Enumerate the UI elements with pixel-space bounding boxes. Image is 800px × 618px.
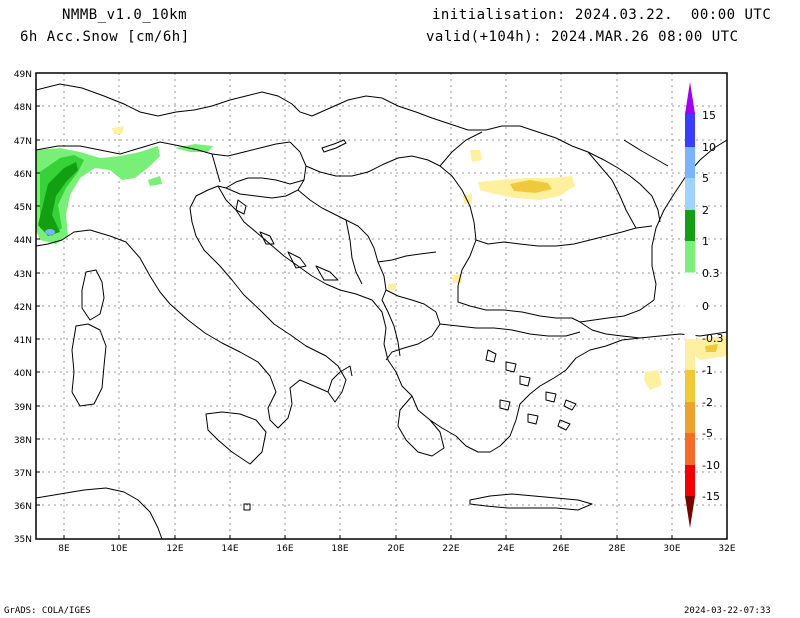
lon-label: 14E (221, 544, 238, 554)
colorbar: 15 10 5 2 1 0.3 0 -0.3 -1 -2 -5 -10 -15 (684, 82, 723, 528)
variable-title: 6h Acc.Snow [cm/6h] (20, 29, 190, 45)
colorbar-label: -15 (702, 490, 720, 503)
snow-alps (36, 126, 213, 244)
colorbar-swatch (684, 272, 696, 340)
colorbar-top-arrow (685, 82, 695, 114)
colorbar-swatch (685, 370, 695, 402)
colorbar-swatch (685, 210, 695, 241)
lat-label: 45N (14, 203, 32, 213)
lat-labels: 49N 48N 47N 46N 45N 44N 43N 42N 41N 40N … (14, 70, 32, 545)
lon-label: 8E (58, 544, 70, 554)
init-time: initialisation: 2024.03.22. 00:00 UTC (432, 7, 772, 23)
lat-label: 42N (14, 303, 32, 313)
lat-label: 39N (14, 403, 32, 413)
lon-label: 12E (166, 544, 183, 554)
lon-label: 10E (110, 544, 127, 554)
footer-timestamp: 2024-03-22-07:33 (684, 606, 771, 616)
model-name: NMMB_v1.0_10km (62, 7, 188, 23)
colorbar-bottom-arrow (685, 496, 695, 528)
lon-label: 30E (663, 544, 680, 554)
colorbar-label: 0 (702, 300, 709, 313)
lat-label: 48N (14, 103, 32, 113)
lat-label: 35N (14, 535, 32, 545)
lat-label: 43N (14, 270, 32, 280)
lon-labels: 8E 10E 12E 14E 16E 18E 20E 22E 24E 26E 2… (58, 544, 736, 554)
colorbar-label: 5 (702, 172, 709, 185)
lat-label: 46N (14, 170, 32, 180)
colorbar-swatch (685, 178, 695, 210)
gridlines (36, 73, 727, 539)
colorbar-swatch (685, 339, 695, 370)
snow-peak-blue (45, 229, 55, 235)
lon-label: 24E (497, 544, 514, 554)
colorbar-label: -5 (702, 427, 713, 440)
colorbar-label: -10 (702, 459, 720, 472)
colorbar-label: 0.3 (702, 267, 720, 280)
lat-label: 44N (14, 236, 32, 246)
colorbar-label: 10 (702, 141, 716, 154)
borders (36, 83, 669, 361)
axis-ticks (36, 72, 673, 539)
lon-label: 22E (442, 544, 459, 554)
colorbar-label: -0.3 (702, 332, 723, 345)
coastlines (36, 139, 727, 539)
lat-label: 40N (14, 369, 32, 379)
lat-label: 38N (14, 436, 32, 446)
lat-label: 47N (14, 137, 32, 147)
colorbar-swatch (685, 465, 695, 496)
colorbar-swatch (685, 402, 695, 433)
colorbar-swatch (685, 114, 695, 147)
colorbar-swatch (685, 241, 695, 273)
lon-label: 20E (387, 544, 404, 554)
valid-time: valid(+104h): 2024.MAR.26 08:00 UTC (426, 29, 739, 45)
lon-label: 26E (552, 544, 569, 554)
lon-label: 16E (276, 544, 293, 554)
lon-label: 18E (331, 544, 348, 554)
colorbar-label: 15 (702, 109, 716, 122)
lat-label: 49N (14, 70, 32, 80)
melt-areas (388, 150, 727, 390)
colorbar-label: 1 (702, 235, 709, 248)
lat-label: 41N (14, 336, 32, 346)
colorbar-label: 2 (702, 204, 709, 217)
lat-label: 37N (14, 469, 32, 479)
footer-software: GrADS: COLA/IGES (4, 606, 91, 616)
lon-label: 28E (608, 544, 625, 554)
colorbar-swatch (685, 433, 695, 465)
lat-label: 36N (14, 502, 32, 512)
colorbar-label: -2 (702, 396, 713, 409)
lon-label: 32E (718, 544, 735, 554)
colorbar-label: -1 (702, 364, 713, 377)
colorbar-swatch (685, 147, 695, 178)
lake-balaton (321, 139, 347, 153)
